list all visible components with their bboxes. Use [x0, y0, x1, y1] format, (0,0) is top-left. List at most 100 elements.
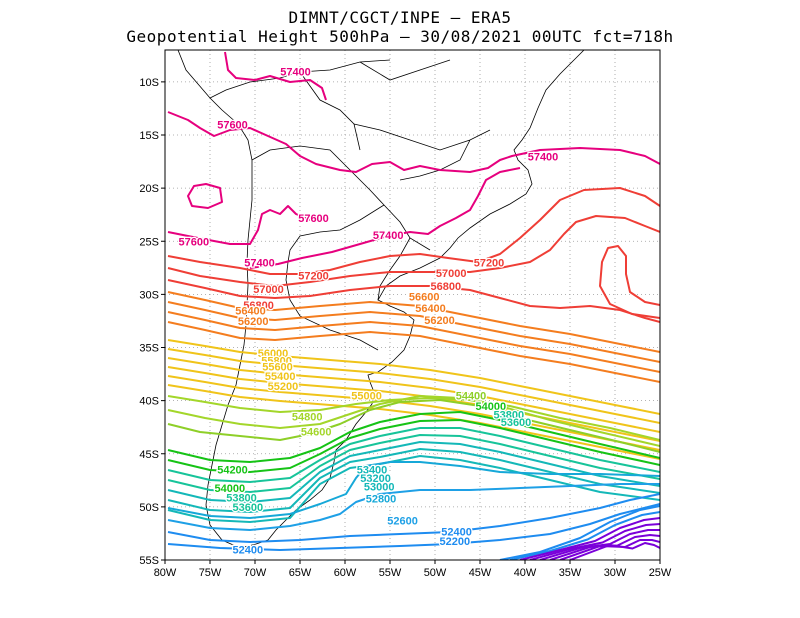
contour-line [167, 493, 660, 543]
contour-label: 55800 [261, 355, 292, 367]
contour-label: 55400 [265, 371, 296, 383]
contour-line [519, 517, 660, 560]
contour-label: 53200 [360, 473, 391, 485]
contour-line [167, 441, 660, 503]
contour-line [167, 411, 660, 463]
contour-label: 53000 [364, 482, 395, 494]
contour-line [167, 205, 311, 245]
y-tick-label: 50S [139, 502, 159, 514]
contour-line [167, 461, 660, 519]
contour-line [599, 245, 660, 319]
contour-line [167, 366, 660, 442]
contour-line [559, 539, 660, 560]
contour-line [549, 534, 660, 560]
contour-label: 57200 [474, 258, 505, 270]
contour-label: 54000 [476, 401, 507, 413]
contour-label: 52600 [387, 516, 418, 528]
contour-line [167, 483, 660, 531]
contour-line [529, 523, 660, 560]
contour-label: 57400 [373, 230, 404, 242]
contour-label: 55000 [351, 390, 382, 402]
contour-label: 54200 [217, 465, 248, 477]
contour-label: 57000 [253, 284, 284, 296]
contour-line [509, 511, 660, 560]
y-axis: 10S 15S 20S 25S 30S 35S 40S 45S 50S 55S [139, 77, 165, 567]
contour-label: 56400 [415, 303, 446, 315]
contour-line [167, 395, 660, 447]
contour-line [167, 395, 660, 441]
contour-line [167, 384, 660, 460]
title-line-1: DIMNT/CGCT/INPE — ERA5 [288, 8, 512, 27]
x-tick-label: 35W [559, 567, 582, 579]
contour-label: 54400 [456, 390, 487, 402]
contour-label: 53800 [226, 492, 257, 504]
contour-line [167, 279, 660, 323]
west-coastline [177, 50, 253, 549]
x-tick-label: 60W [334, 567, 357, 579]
x-tick-label: 80W [154, 567, 177, 579]
contour-line [249, 167, 521, 269]
contour-line [224, 51, 327, 101]
contour-line [167, 187, 660, 275]
contour-lines [167, 51, 660, 560]
y-tick-label: 45S [139, 449, 159, 461]
contour-label: 57200 [298, 270, 329, 282]
y-tick-label: 25S [139, 236, 159, 248]
contour-label: 52400 [441, 526, 472, 538]
contour-label: 52200 [440, 536, 471, 548]
contour-label: 56000 [258, 348, 289, 360]
y-tick-label: 10S [139, 77, 159, 89]
y-tick-label: 55S [139, 555, 159, 567]
contour-label: 57600 [179, 236, 210, 248]
x-tick-label: 55W [379, 567, 402, 579]
contour-label: 56200 [424, 315, 455, 327]
contour-label: 57400 [244, 258, 275, 270]
contour-label: 54600 [301, 426, 332, 438]
x-tick-label: 30W [604, 567, 627, 579]
contour-label: 57000 [436, 268, 467, 280]
coastlines [177, 50, 585, 549]
contour-line [167, 375, 660, 451]
contour-label: 54800 [292, 412, 323, 424]
contour-line [167, 301, 660, 363]
plot-frame [164, 49, 661, 561]
contour-label: 56400 [235, 305, 266, 317]
y-tick-label: 40S [139, 396, 159, 408]
contour-line [187, 183, 223, 209]
contour-label: 57600 [298, 213, 329, 225]
contour-line [167, 419, 660, 473]
contour-line [167, 291, 660, 353]
contour-line [167, 215, 660, 287]
contour-line [167, 311, 660, 373]
contour-line [167, 399, 660, 453]
contour-labels: 57400 57600 57400 57600 57600 57400 57400 57200… [177, 65, 559, 558]
contour-label: 53800 [494, 409, 525, 421]
y-tick-label: 30S [139, 289, 159, 301]
contour-line [167, 321, 660, 383]
y-tick-label: 35S [139, 343, 159, 355]
contour-line [167, 434, 660, 493]
contour-label: 52800 [366, 493, 397, 505]
contour-line [167, 111, 660, 173]
x-axis: 80W 75W 70W 65W 60W 55W 50W 45W 40W 35W 30W 25W [154, 560, 672, 579]
contour-line [167, 357, 660, 433]
y-tick-label: 20S [139, 183, 159, 195]
contour-label: 55600 [262, 362, 293, 374]
east-coastline [239, 50, 585, 549]
x-tick-label: 75W [199, 567, 222, 579]
x-tick-label: 25W [649, 567, 672, 579]
contour-label: 52400 [233, 544, 264, 556]
contour-line [539, 529, 660, 560]
x-tick-label: 45W [469, 567, 492, 579]
contour-label: 54000 [215, 483, 246, 495]
contour-line [167, 448, 660, 513]
contour-line [167, 348, 660, 424]
y-tick-label: 15S [139, 130, 159, 142]
contour-label: 53400 [357, 465, 388, 477]
contour-label: 56800 [243, 300, 274, 312]
contour-label: 56200 [238, 316, 269, 328]
contour-label: 53600 [501, 417, 532, 429]
contour-line [569, 542, 660, 560]
